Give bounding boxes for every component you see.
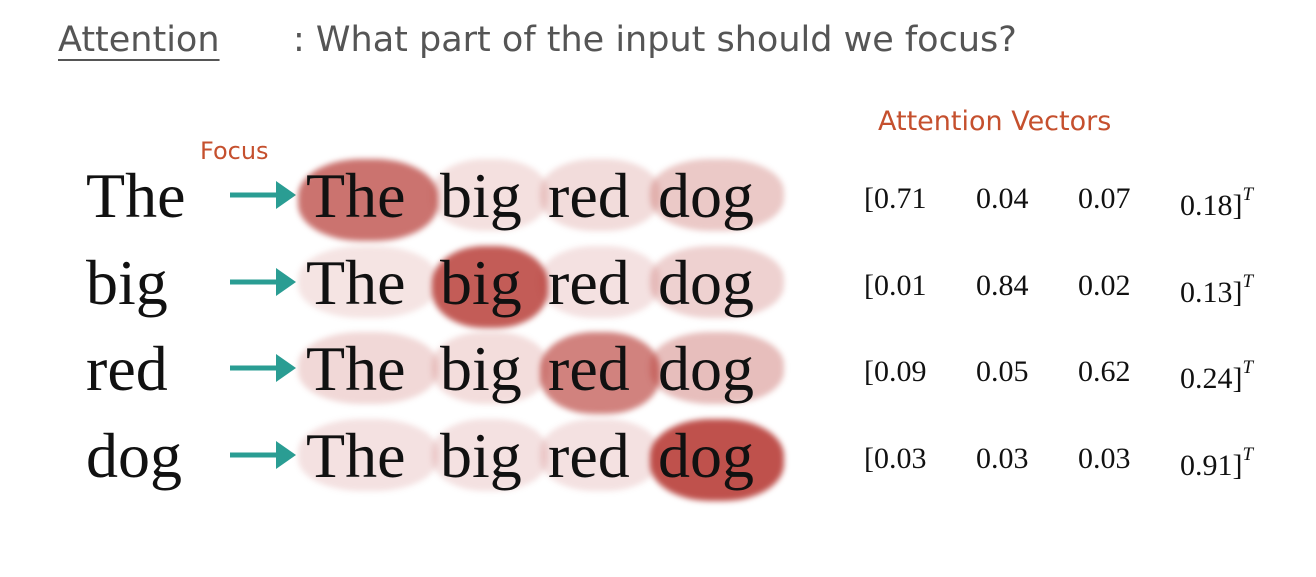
arrow-icon	[230, 268, 296, 296]
token-word: dog	[658, 160, 754, 231]
attention-heat-blob	[540, 332, 660, 414]
attention-vectors-header: Attention Vectors	[878, 106, 1112, 137]
token-word: red	[548, 420, 630, 491]
weight-value: 0.05	[976, 355, 1029, 388]
attention-vector: [0.03 0.03 0.03 0.91]T	[864, 439, 1284, 482]
weight-value: 0.71	[874, 182, 927, 215]
attention-heat-blob	[650, 419, 784, 501]
attention-heat-blob	[298, 332, 438, 404]
attention-heat-blob	[650, 159, 784, 231]
weight-value: 0.07	[1078, 182, 1131, 215]
query-word: red	[86, 333, 168, 404]
token-word: red	[548, 333, 630, 404]
arrow-icon	[230, 354, 296, 382]
attention-weight: 0.03	[976, 439, 1029, 479]
transpose-symbol: T	[1242, 271, 1254, 292]
weight-value: 0.03	[976, 442, 1029, 475]
attention-heat-blob	[432, 419, 548, 491]
query-word: The	[86, 160, 186, 231]
attention-weight: [0.71	[864, 182, 927, 215]
weight-value: 0.62	[1078, 355, 1131, 388]
token-word: big	[440, 247, 522, 318]
attention-row: red The big red dog [0.09 0.05 0.62 0.24]T	[0, 326, 1316, 414]
attention-weight: [0.03	[864, 442, 927, 475]
token-word: The	[306, 160, 406, 231]
attention-weight: [0.09	[864, 355, 927, 388]
attention-weight: [0.01	[864, 269, 927, 302]
weight-value: 0.03	[874, 442, 927, 475]
focus-label: Focus	[200, 137, 269, 165]
attention-vector: [0.71 0.04 0.07 0.18]T	[864, 179, 1284, 222]
attention-heat-blob	[298, 159, 438, 241]
attention-heat-blob	[432, 159, 548, 231]
attention-heat-blob	[298, 246, 438, 318]
token-word: The	[306, 247, 406, 318]
weight-value: 0.24	[1180, 362, 1233, 395]
token-word: dog	[658, 247, 754, 318]
attention-weight: 0.07	[1078, 179, 1131, 219]
title-attention: Attention	[58, 20, 220, 60]
query-word: dog	[86, 420, 182, 491]
weight-value: 0.02	[1078, 269, 1131, 302]
attention-vector: [0.01 0.84 0.02 0.13]T	[864, 266, 1284, 309]
attention-heat-blob	[298, 419, 438, 491]
token-word: The	[306, 333, 406, 404]
attention-row: The The big red dog [0.71 0.04 0.07 0.18]T	[0, 153, 1316, 241]
attention-heat-blob	[432, 332, 548, 404]
transpose-symbol: T	[1242, 444, 1254, 465]
arrow-icon	[230, 181, 296, 209]
attention-weight: 0.91]T	[1180, 444, 1254, 482]
title-question: : What part of the input should we focus…	[293, 20, 1017, 60]
attention-row: dog The big red dog [0.03 0.03 0.03 0.91]T	[0, 413, 1316, 501]
token-word: big	[440, 160, 522, 231]
attention-heat-blob	[540, 419, 660, 491]
attention-heat-blob	[540, 246, 660, 318]
attention-weight: 0.24]T	[1180, 357, 1254, 395]
attention-weight: 0.02	[1078, 266, 1131, 306]
token-word: red	[548, 160, 630, 231]
token-word: red	[548, 247, 630, 318]
query-word: big	[86, 247, 168, 318]
weight-value: 0.91	[1180, 449, 1233, 482]
attention-heat-blob	[540, 159, 660, 231]
attention-weight: 0.62	[1078, 352, 1131, 392]
transpose-symbol: T	[1242, 357, 1254, 378]
token-word: big	[440, 420, 522, 491]
token-word: dog	[658, 333, 754, 404]
weight-value: 0.18	[1180, 189, 1233, 222]
weight-value: 0.03	[1078, 442, 1131, 475]
attention-weight: 0.05	[976, 352, 1029, 392]
attention-weight: 0.04	[976, 179, 1029, 219]
token-word: dog	[658, 420, 754, 491]
attention-heat-blob	[650, 246, 784, 318]
token-word: The	[306, 420, 406, 491]
arrow-icon	[230, 441, 296, 469]
weight-value: 0.01	[874, 269, 927, 302]
attention-row: big The big red dog [0.01 0.84 0.02 0.13]T	[0, 240, 1316, 328]
attention-weight: 0.84	[976, 266, 1029, 306]
attention-heat-blob	[432, 246, 548, 328]
attention-weight: 0.13]T	[1180, 271, 1254, 309]
weight-value: 0.04	[976, 182, 1029, 215]
attention-vector: [0.09 0.05 0.62 0.24]T	[864, 352, 1284, 395]
transpose-symbol: T	[1242, 184, 1254, 205]
attention-heat-blob	[650, 332, 784, 404]
weight-value: 0.13	[1180, 276, 1233, 309]
attention-weight: 0.18]T	[1180, 184, 1254, 222]
attention-weight: 0.03	[1078, 439, 1131, 479]
weight-value: 0.09	[874, 355, 927, 388]
token-word: big	[440, 333, 522, 404]
weight-value: 0.84	[976, 269, 1029, 302]
